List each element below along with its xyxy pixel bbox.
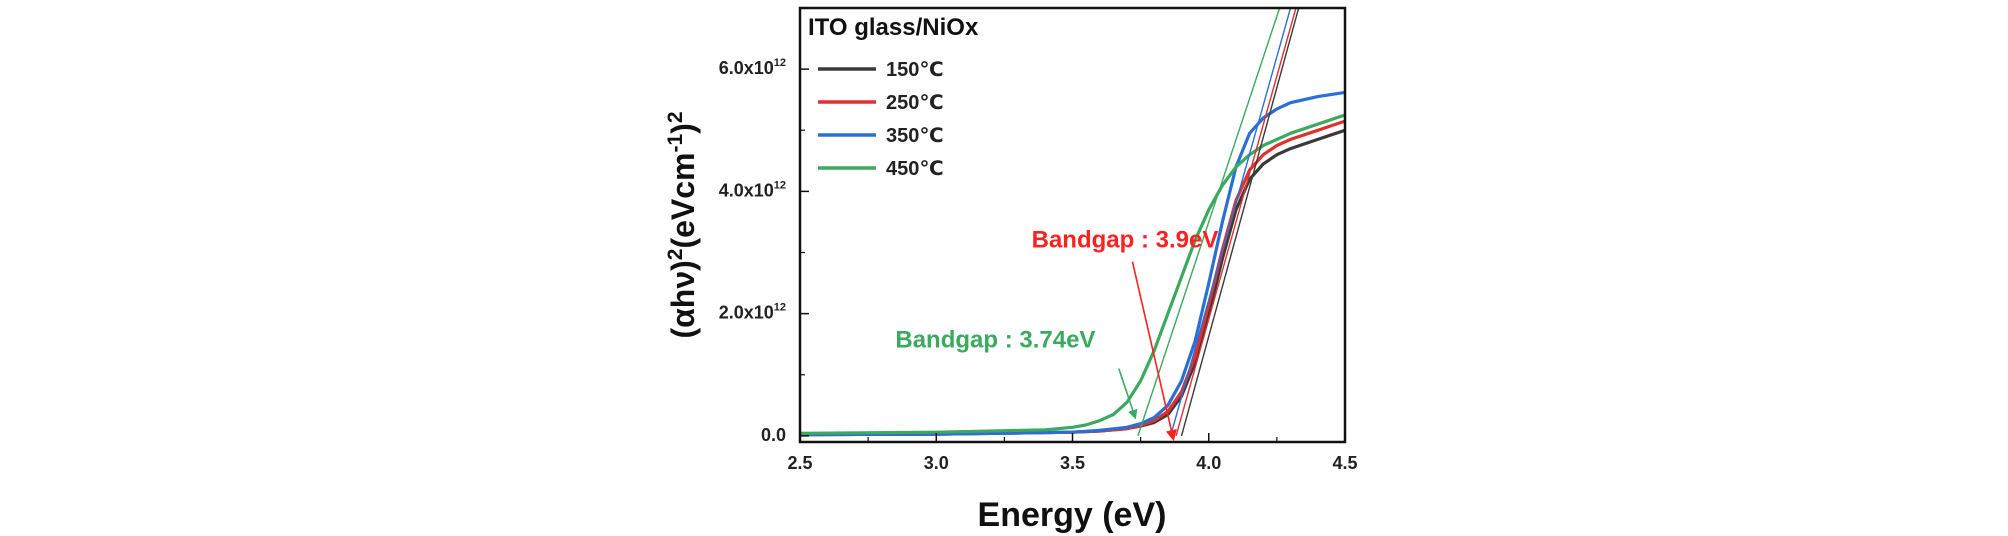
legend-label-450: 450℃ — [886, 158, 944, 180]
legend-item-250: 250℃ — [818, 92, 944, 114]
tangent-layer — [1137, 8, 1300, 437]
x-tick-label-0: 2.5 — [787, 453, 812, 473]
plot-frame — [798, 6, 1347, 444]
legend-title: ITO glass/NiOx — [808, 14, 979, 41]
y-axis-title-part-2: (eVcm — [665, 152, 701, 248]
y-axis-title: (αhν)2(eVcm-1)2 — [664, 111, 701, 338]
x-tick-label-2: 3.5 — [1060, 453, 1085, 473]
tangent-line-3 — [1169, 8, 1292, 437]
annotation-arrow-2 — [1118, 368, 1138, 420]
y-axis-title-sup-1: 2 — [664, 249, 687, 261]
y-tick-label-2: 4.0x1012 — [719, 179, 786, 200]
x-tick-label-4: 4.5 — [1332, 453, 1357, 473]
legend-label-250: 250℃ — [886, 92, 944, 114]
y-tick-label-1: 2.0x1012 — [719, 302, 786, 323]
tangent-line-1 — [1180, 8, 1300, 437]
series-line-150 — [800, 128, 1345, 437]
y-axis-title-part-3: ) — [665, 123, 701, 134]
legend-items: 150℃ 250℃ 350℃ 450℃ — [818, 59, 944, 180]
legend-item-350: 350℃ — [818, 125, 944, 147]
series-line-450 — [800, 113, 1345, 435]
tangent-line-4 — [1137, 8, 1281, 437]
annotation-layer: Bandgap : 3.9eV Bandgap : 3.74eV — [895, 227, 1219, 442]
legend-item-450: 450℃ — [818, 158, 944, 180]
x-tick-label-3: 4.0 — [1196, 453, 1221, 473]
legend: ITO glass/NiOx 150℃ 250℃ 350℃ 450℃ — [808, 14, 979, 180]
y-axis-ticks: 0.0 2.0x1012 4.0x1012 6.0x1012 — [719, 7, 809, 445]
legend-label-350: 350℃ — [886, 125, 944, 147]
series-layer — [800, 90, 1345, 437]
x-axis-ticks: 2.5 3.0 3.5 4.0 4.5 — [787, 433, 1358, 473]
tangent-line-2 — [1175, 8, 1297, 437]
y-axis-title-sup-3: 2 — [664, 111, 687, 123]
x-tick-label-1: 3.0 — [924, 453, 949, 473]
series-line-250 — [800, 119, 1345, 437]
annotation-label-2: Bandgap : 3.74eV — [895, 326, 1095, 353]
y-tick-label-0: 0.0 — [761, 425, 786, 445]
series-line-350 — [800, 90, 1345, 437]
annotation-label-1: Bandgap : 3.9eV — [1032, 227, 1219, 254]
legend-item-150: 150℃ — [818, 59, 944, 81]
annotation-arrow-1 — [1131, 261, 1177, 442]
y-axis-title-sup-2: -1 — [664, 133, 687, 152]
x-axis-title: Energy (eV) — [978, 496, 1167, 534]
y-tick-label-3: 6.0x1012 — [719, 57, 786, 78]
y-axis-title-part-1: (αhν) — [665, 260, 701, 338]
legend-label-150: 150℃ — [886, 59, 944, 81]
